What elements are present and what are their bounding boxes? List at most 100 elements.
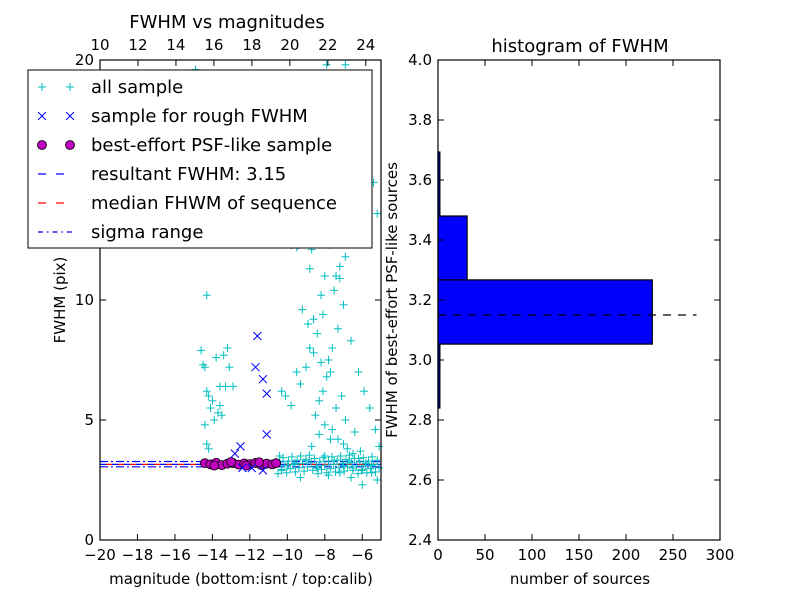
scatter-point-all-sample [333,456,342,465]
scatter-top-xtick-label: 12 [128,36,147,54]
scatter-point-all-sample [305,451,314,460]
scatter-point-all-sample [202,387,211,396]
scatter-point-rough-fwhm [262,389,272,398]
scatter-point-all-sample [338,459,347,468]
histogram-xtick-label: 300 [706,546,735,564]
scatter-point-all-sample [347,473,356,482]
scatter-xtick-label: −10 [272,546,304,564]
histogram-ytick-label: 2.8 [408,411,432,429]
histogram-title: histogram of FWHM [491,36,668,57]
scatter-point-all-sample [300,467,309,476]
scatter-top-xtick-label: 22 [318,36,337,54]
scatter-point-all-sample [200,363,209,372]
scatter-point-all-sample [371,425,380,434]
histogram-xtick-label: 100 [518,546,547,564]
scatter-point-all-sample [326,464,335,473]
scatter-point-all-sample [356,447,365,456]
scatter-point-all-sample [317,358,326,367]
scatter-point-best-effort [209,460,220,471]
scatter-point-all-sample [326,435,335,444]
scatter-point-all-sample [289,460,298,469]
scatter-point-all-sample [326,368,335,376]
scatter-point-all-sample [317,291,326,300]
scatter-point-all-sample [354,368,363,376]
legend-item: sigma range [38,222,203,243]
scatter-point-all-sample [332,404,341,412]
legend-label: best-effort PSF-like sample [91,135,332,156]
scatter-point-all-sample [287,452,296,461]
scatter-point-all-sample [321,461,330,470]
scatter-ytick-label: 5 [84,411,94,429]
scatter-point-all-sample [202,440,211,448]
scatter-point-all-sample [369,460,378,469]
scatter-point-all-sample [341,60,350,69]
scatter-point-all-sample [373,456,382,465]
scatter-top-xtick-label: 10 [90,36,109,54]
scatter-point-all-sample [315,457,324,466]
scatter-ylabel: FWHM (pix) [51,257,69,344]
scatter-xtick-label: −6 [351,546,373,564]
scatter-point-all-sample [365,404,374,412]
scatter-point-rough-fwhm [247,463,257,473]
scatter-point-all-sample [318,310,327,319]
scatter-legend: all sample sample for rough FWHM best-effo… [27,69,373,249]
scatter-top-xtick-label: 20 [280,36,299,54]
scatter-point-rough-fwhm [258,466,268,475]
scatter-point-all-sample [320,272,329,280]
scatter-title: FWHM vs magnitudes [129,12,324,33]
histogram-xtick-label: 50 [475,546,494,564]
scatter-point-all-sample [206,404,215,412]
scatter-point-all-sample [336,452,345,460]
scatter-top-xtick-label: 14 [166,36,185,54]
scatter-point-all-sample [204,392,213,400]
scatter-point-all-sample [301,455,310,464]
scatter-point-rough-fwhm [251,362,260,372]
scatter-xtick-label: −14 [197,546,229,564]
scatter-point-all-sample [358,466,367,475]
scatter-point-all-sample [324,356,333,364]
scatter-point-all-sample [305,264,314,273]
scatter-point-all-sample [215,401,224,410]
histogram-xtick-label: 250 [659,546,688,564]
scatter-point-all-sample [335,262,344,271]
scatter-point-all-sample [229,382,238,391]
scatter-point-all-sample [315,430,324,439]
scatter-point-all-sample [279,453,288,462]
scatter-point-all-sample [327,452,336,461]
scatter-point-all-sample [296,452,305,460]
scatter-point-all-sample [324,457,333,466]
scatter-point-all-sample [217,411,226,420]
scatter-point-all-sample [284,457,293,466]
legend-marker [38,83,74,91]
histogram-xtick-label: 200 [612,546,641,564]
scatter-point-all-sample [329,460,338,469]
scatter-point-all-sample [341,416,350,424]
scatter-point-all-sample [219,351,228,360]
scatter-point-all-sample [298,305,307,314]
scatter-point-all-sample [340,467,349,476]
scatter-point-all-sample [362,468,371,477]
histogram-bar [437,279,653,345]
legend-label: resultant FWHM: 3.15 [91,164,286,185]
histogram-ytick-label: 3.2 [408,291,432,309]
scatter-point-all-sample [315,396,324,405]
scatter-top-xtick-label: 18 [242,36,261,54]
scatter-point-rough-fwhm [258,374,268,384]
scatter-plot: FWHM vs magnitudes −20 −18 −16 −14 −12 −10 −8−… [27,12,384,588]
scatter-point-all-sample [307,458,316,467]
scatter-point-all-sample [309,315,318,324]
scatter-point-all-sample [373,476,382,484]
scatter-point-all-sample [275,452,284,460]
histogram-ytick-label: 2.6 [408,471,432,489]
scatter-xtick-label: −12 [234,546,266,564]
histogram-ytick-label: 3.0 [408,351,432,369]
scatter-point-all-sample [375,463,384,472]
scatter-point-all-sample [343,444,352,453]
scatter-point-all-sample [277,465,286,474]
scatter-point-all-sample [357,465,366,474]
legend-box [27,69,373,249]
scatter-point-all-sample [318,387,327,396]
legend-item: resultant FWHM: 3.15 [38,164,286,185]
scatter-point-all-sample [355,457,364,466]
scatter-point-all-sample [292,368,301,376]
